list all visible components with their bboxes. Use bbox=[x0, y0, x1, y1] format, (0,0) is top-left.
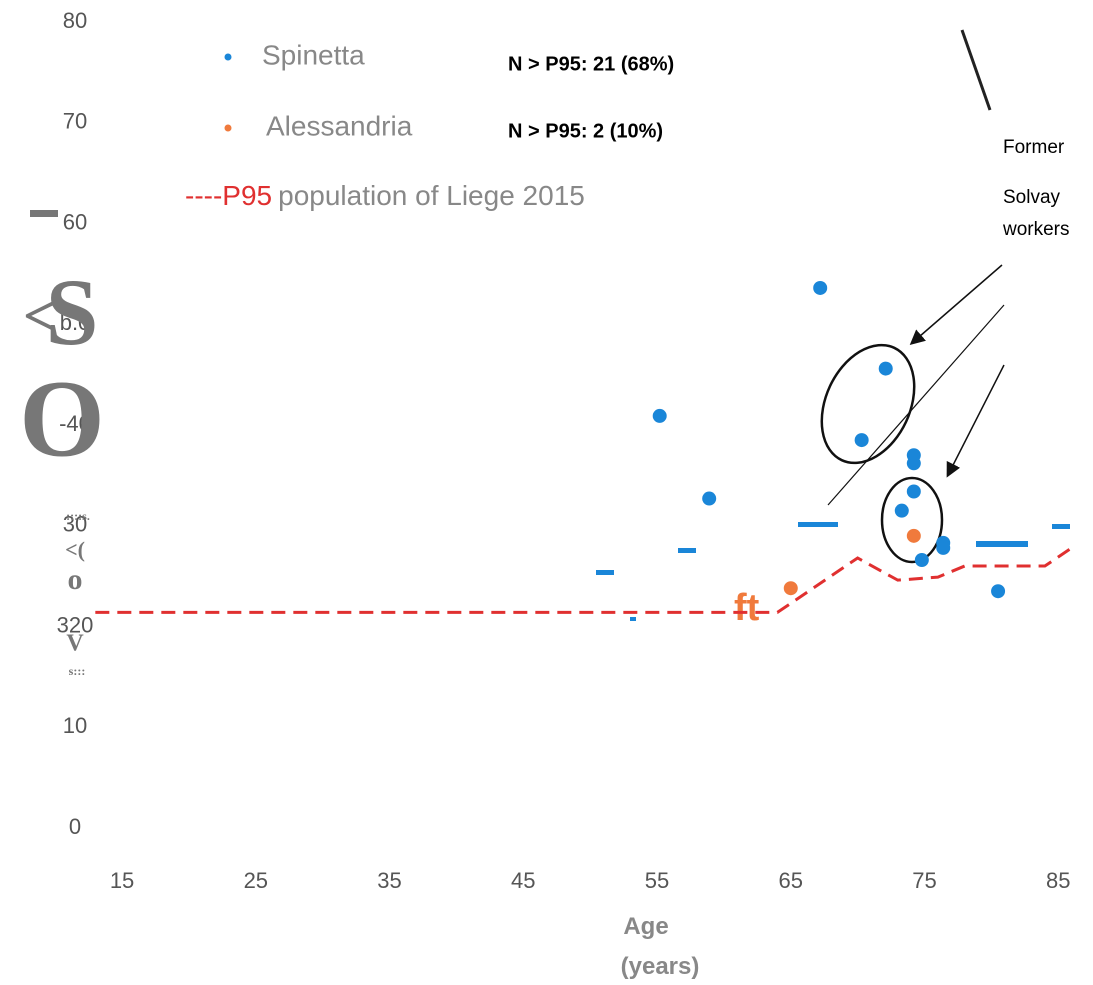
y-tick-label: 30 bbox=[63, 512, 87, 537]
point bbox=[652, 408, 667, 423]
legend-label: Alessandria bbox=[266, 110, 413, 141]
x-tick-label: 75 bbox=[912, 868, 936, 893]
axis-artifact: S bbox=[46, 259, 99, 365]
slash bbox=[960, 29, 992, 111]
point bbox=[914, 553, 929, 568]
annotation: Solvay bbox=[1003, 187, 1061, 208]
reference-label-rest: population of Liege 2015 bbox=[278, 180, 585, 211]
point bbox=[854, 433, 869, 448]
legend-marker bbox=[224, 53, 232, 61]
y-tick-label: 60 bbox=[63, 209, 87, 234]
point bbox=[894, 503, 909, 518]
point bbox=[783, 581, 798, 596]
point bbox=[702, 491, 717, 506]
x-tick-label: 45 bbox=[511, 868, 535, 893]
y-tick-label: 320 bbox=[57, 612, 94, 637]
annotation: N > P95: 21 (68%) bbox=[508, 53, 674, 75]
point bbox=[906, 528, 921, 543]
group-circle bbox=[820, 343, 916, 465]
legend-marker bbox=[224, 124, 232, 132]
x-axis-label-line: Age bbox=[623, 913, 668, 940]
point bbox=[878, 361, 893, 376]
y-tick-label: 70 bbox=[63, 109, 87, 134]
group-circle bbox=[880, 476, 944, 564]
y-tick-label: 10 bbox=[63, 713, 87, 738]
arrow bbox=[827, 304, 1005, 506]
reference-legend: ----P95 population of Liege 2015 bbox=[185, 180, 585, 211]
axis-artifact: o bbox=[68, 563, 83, 596]
y-tick-label: -40 bbox=[59, 411, 91, 436]
axis-artifact: O bbox=[19, 357, 105, 479]
point bbox=[936, 540, 951, 555]
reference-line bbox=[95, 546, 1073, 614]
point bbox=[906, 484, 921, 499]
arrow bbox=[909, 264, 1003, 345]
arrow bbox=[946, 364, 1005, 478]
point bbox=[906, 456, 921, 471]
x-tick-label: 55 bbox=[645, 868, 669, 893]
x-tick-label: 85 bbox=[1046, 868, 1070, 893]
axis-artifact-bar bbox=[30, 210, 58, 217]
annotation: N > P95: 2 (10%) bbox=[508, 120, 663, 142]
axis-artifact: < bbox=[23, 283, 57, 349]
x-tick-label: 25 bbox=[244, 868, 268, 893]
blue-dashes bbox=[596, 522, 1070, 621]
y-tick-label: 80 bbox=[63, 8, 87, 33]
annotation: ft bbox=[734, 587, 760, 629]
point bbox=[991, 584, 1006, 599]
annotation: workers bbox=[1002, 219, 1070, 240]
reference-label: ----P95 bbox=[185, 180, 272, 211]
x-axis-label: Age (years) bbox=[621, 913, 700, 980]
axis-artifact: V bbox=[66, 631, 84, 657]
x-axis-label-line: (years) bbox=[621, 953, 700, 980]
axis-artifact: ::::s. bbox=[66, 509, 90, 523]
y-tick-label: b.0 bbox=[60, 310, 91, 335]
x-tick-label: 35 bbox=[377, 868, 401, 893]
x-tick-label: 15 bbox=[110, 868, 134, 893]
x-tick-label: 65 bbox=[779, 868, 803, 893]
axis-artifact: <( bbox=[65, 537, 85, 562]
y-tick-label: 0 bbox=[69, 814, 81, 839]
axis-artifact: s::: bbox=[69, 664, 86, 678]
point bbox=[813, 280, 828, 295]
legend-label: Spinetta bbox=[262, 39, 365, 70]
annotation: Former bbox=[1003, 137, 1065, 158]
